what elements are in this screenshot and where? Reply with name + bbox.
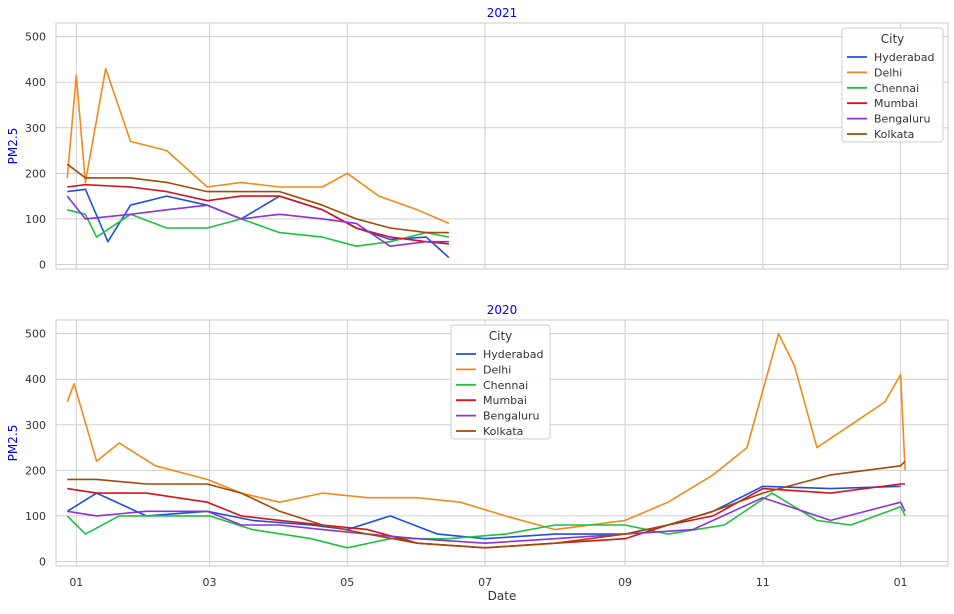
series-line-hyderabad <box>66 485 901 540</box>
legend-box <box>841 27 944 143</box>
y-tick-label: 200 <box>25 464 46 477</box>
legend-label-bengaluru: Bengaluru <box>874 113 931 126</box>
legend-label-bengaluru: Bengaluru <box>483 410 540 423</box>
series-line-bengaluru <box>67 496 906 544</box>
legend-label-mumbai: Mumbai <box>874 97 918 110</box>
panel-title: 2021 <box>487 6 518 20</box>
x-tick-label: 09 <box>618 576 632 589</box>
y-axis-label: PM2.5 <box>6 425 20 462</box>
y-tick-label: 400 <box>25 76 46 89</box>
legend: City Hyderabad Delhi Chennai Mumbai Bengaluru… <box>841 27 944 143</box>
panel-2020: 0 100 200 300 400 500 01 03 05 07 09 11 01 2020 PM2.5 D… <box>6 303 949 603</box>
series-line-kolkata <box>67 460 906 549</box>
legend-label-chennai: Chennai <box>483 379 528 392</box>
y-axis-label: PM2.5 <box>6 128 20 165</box>
y-tick-label: 100 <box>25 213 46 226</box>
plot-frame <box>55 22 949 270</box>
series-line-bengaluru <box>66 195 449 247</box>
y-tick-label: 500 <box>25 31 46 44</box>
legend-label-kolkata: Kolkata <box>483 425 523 438</box>
x-tick-label: 11 <box>756 576 770 589</box>
x-tick-label: 03 <box>203 576 217 589</box>
y-tick-label: 0 <box>39 555 46 568</box>
legend-label-hyderabad: Hyderabad <box>874 51 935 64</box>
plot-area <box>56 23 948 269</box>
y-tick-label: 300 <box>25 419 46 432</box>
x-axis-label: Date <box>488 589 517 603</box>
legend-label-delhi: Delhi <box>874 66 902 79</box>
x-tick-label: 07 <box>478 576 492 589</box>
legend: City Hyderabad Delhi Chennai Mumbai Bengaluru… <box>450 324 551 440</box>
series-line-delhi <box>66 332 906 531</box>
panel-2021: 0 100 200 300 400 500 2021 PM2.5 City Hyderabad De… <box>6 6 949 271</box>
legend-label-delhi: Delhi <box>483 363 511 376</box>
y-tick-label: 0 <box>39 258 46 271</box>
panel-title: 2020 <box>487 303 518 317</box>
x-tick-label: 01 <box>69 576 83 589</box>
series-line-mumbai <box>67 183 449 245</box>
legend-title: City <box>489 329 513 343</box>
x-tick-label: 01 <box>894 576 908 589</box>
x-tick-label: 05 <box>340 576 354 589</box>
series-line-chennai <box>66 492 906 549</box>
y-tick-label: 100 <box>25 510 46 523</box>
series-line-delhi <box>66 67 450 225</box>
y-tick-label: 500 <box>25 328 46 341</box>
legend-title: City <box>881 32 905 46</box>
y-tick-label: 300 <box>25 122 46 135</box>
plot-frame <box>55 319 949 567</box>
legend-label-mumbai: Mumbai <box>483 394 527 407</box>
legend-label-kolkata: Kolkata <box>874 128 914 141</box>
y-tick-label: 400 <box>25 373 46 386</box>
y-tick-label: 200 <box>25 167 46 180</box>
legend-label-chennai: Chennai <box>874 82 919 95</box>
series-line-kolkata <box>66 163 449 234</box>
legend-label-hyderabad: Hyderabad <box>483 348 544 361</box>
